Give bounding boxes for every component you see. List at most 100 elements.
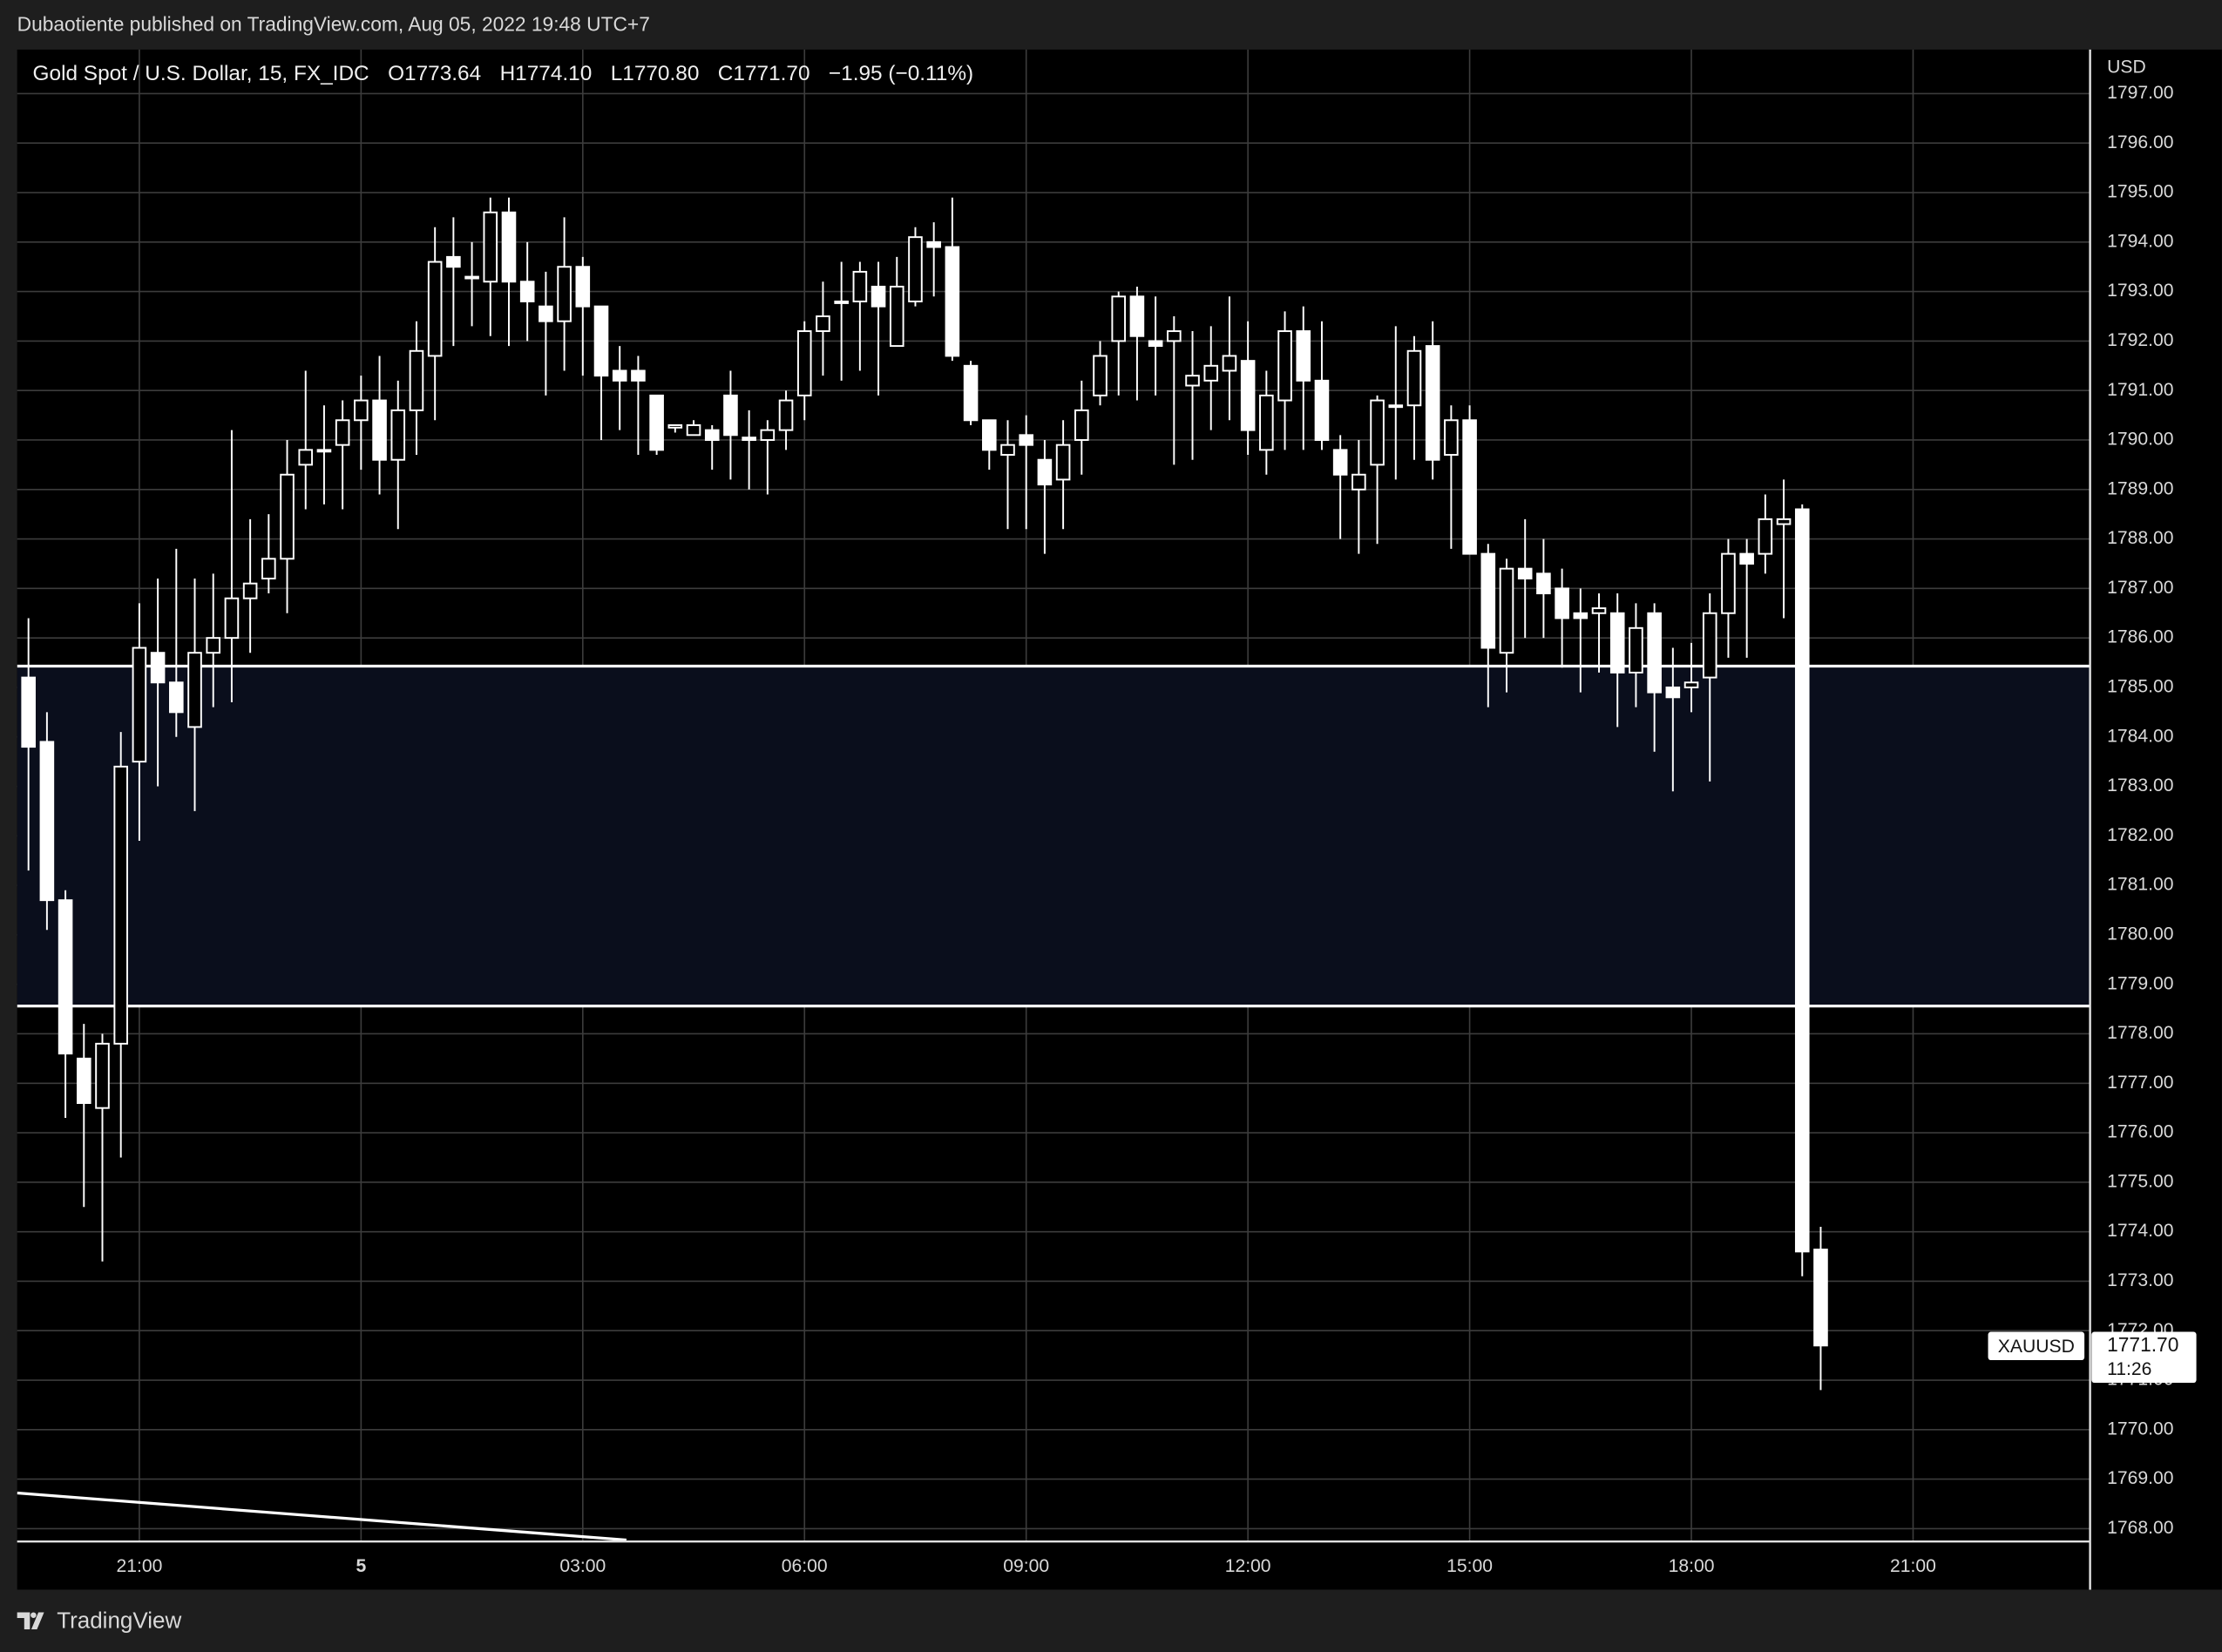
candle-body xyxy=(483,211,498,283)
candle-body xyxy=(1000,443,1015,457)
candle-body xyxy=(1536,572,1551,595)
candles xyxy=(21,197,1828,1391)
x-tick-label: 15:00 xyxy=(1446,1556,1493,1576)
y-tick-label: 1776.00 xyxy=(2107,1122,2173,1142)
candle-body xyxy=(926,240,941,248)
x-tick-label: 06:00 xyxy=(782,1556,828,1576)
legend: Gold Spot / U.S. Dollar, 15, FX_IDC O177… xyxy=(33,63,974,86)
x-tick-label: 12:00 xyxy=(1225,1556,1271,1576)
last-price-box xyxy=(2091,1331,2197,1384)
candle-body xyxy=(760,429,776,441)
candle-body xyxy=(280,473,295,560)
y-tick-label: 1773.00 xyxy=(2107,1270,2173,1290)
candle-body xyxy=(187,652,202,728)
candle-body xyxy=(1111,295,1127,342)
candle-body xyxy=(816,315,830,333)
candle-body xyxy=(631,369,646,382)
candle-body xyxy=(21,676,36,748)
candle-body xyxy=(354,399,369,422)
y-tick-label: 1780.00 xyxy=(2107,924,2173,944)
candle-body xyxy=(1203,364,1219,382)
candle-body xyxy=(76,1057,91,1104)
candle-body xyxy=(206,637,221,654)
candle-body xyxy=(981,419,997,451)
candle-body xyxy=(58,899,73,1055)
legend-change: −1.95 (−0.11%) xyxy=(829,63,973,86)
y-tick-label: 1797.00 xyxy=(2107,83,2173,103)
candle-body xyxy=(1351,473,1366,491)
candle-body xyxy=(1776,518,1792,525)
candle-body xyxy=(1647,612,1662,694)
y-tick-label: 1794.00 xyxy=(2107,231,2173,251)
y-tick-label: 1770.00 xyxy=(2107,1418,2173,1439)
y-tick-label: 1769.00 xyxy=(2107,1468,2173,1488)
candle-body xyxy=(704,429,720,441)
legend-high: H1774.10 xyxy=(500,63,593,86)
candle-body xyxy=(372,399,387,461)
candle-body xyxy=(446,255,461,268)
candle-body xyxy=(1794,508,1810,1253)
candle-body xyxy=(1314,379,1330,441)
candle-body xyxy=(1517,567,1533,579)
trendline xyxy=(17,1491,627,1542)
candle-body xyxy=(1721,552,1736,614)
candle-body xyxy=(1573,612,1589,620)
candle-body xyxy=(889,285,904,348)
y-tick-label: 1793.00 xyxy=(2107,281,2173,301)
x-tick-label: 18:00 xyxy=(1669,1556,1715,1576)
candle-body xyxy=(1277,330,1292,402)
y-tick-label: 1791.00 xyxy=(2107,380,2173,400)
candle-body xyxy=(1499,567,1514,654)
candle-body xyxy=(150,652,166,684)
y-tick-label: 1783.00 xyxy=(2107,775,2173,796)
y-tick-label: 1796.00 xyxy=(2107,132,2173,152)
candle-body xyxy=(1037,458,1053,486)
x-tick-label: 21:00 xyxy=(116,1556,162,1576)
candle-body xyxy=(1609,612,1625,674)
candle-body xyxy=(1665,686,1681,699)
y-tick-label: 1792.00 xyxy=(2107,330,2173,350)
candle-body xyxy=(95,1042,110,1109)
y-tick-label: 1785.00 xyxy=(2107,677,2173,697)
candle-body xyxy=(945,246,960,357)
candle-body xyxy=(390,409,406,461)
y-tick-label: 1787.00 xyxy=(2107,578,2173,598)
candle-body xyxy=(1332,449,1348,476)
candle-body xyxy=(1259,394,1274,451)
candle-body xyxy=(1591,607,1607,614)
candle-body xyxy=(409,349,424,411)
y-tick-label: 1781.00 xyxy=(2107,875,2173,895)
y-tick-label: 1782.00 xyxy=(2107,825,2173,845)
candle-body xyxy=(1739,552,1754,565)
candle-body xyxy=(1148,340,1163,348)
candle-body xyxy=(1240,360,1256,431)
x-tick-label: 03:00 xyxy=(559,1556,606,1576)
candle-body xyxy=(132,647,147,763)
candle-body xyxy=(612,369,627,382)
y-tick-label: 1786.00 xyxy=(2107,627,2173,647)
symbol-tag: XAUUSD xyxy=(1998,1337,2075,1357)
candle-body xyxy=(871,285,886,308)
candle-body xyxy=(796,330,812,396)
candle-body xyxy=(335,419,350,446)
candle-body xyxy=(1074,409,1089,441)
y-tick-label: 1777.00 xyxy=(2107,1073,2173,1093)
symbol-tag-box xyxy=(1988,1331,2085,1361)
candle-body xyxy=(1129,295,1145,337)
candle-body xyxy=(261,558,276,579)
y-tick-label: 1788.00 xyxy=(2107,528,2173,548)
x-tick-label: 21:00 xyxy=(1890,1556,1936,1576)
y-tick-label: 1790.00 xyxy=(2107,430,2173,450)
candle-body xyxy=(1555,587,1569,620)
y-tick-label: 1795.00 xyxy=(2107,182,2173,202)
candle-body xyxy=(539,305,553,322)
candle-body xyxy=(298,449,314,466)
candle-body xyxy=(1425,345,1440,461)
brand: TradingView xyxy=(57,1608,181,1634)
x-tick-label: 09:00 xyxy=(1003,1556,1049,1576)
candle-body xyxy=(649,394,664,451)
zone xyxy=(17,666,2090,1006)
candle-body xyxy=(834,301,849,304)
zone-layer xyxy=(17,664,2090,1542)
